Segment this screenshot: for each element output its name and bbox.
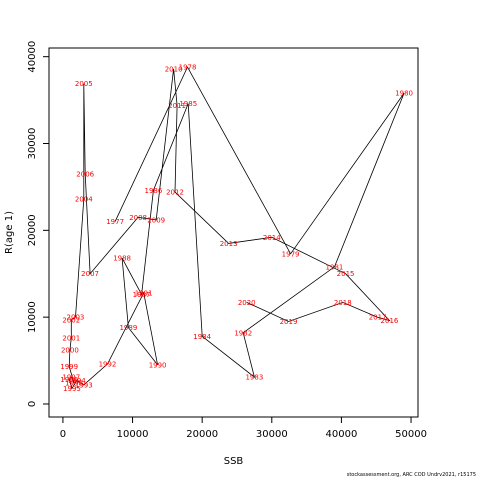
y-axis-label: R(age 1) <box>4 211 15 254</box>
point-label-1991: 1991 <box>135 289 153 297</box>
series-line <box>68 66 405 390</box>
point-label-2000: 2000 <box>61 347 79 355</box>
x-tick-label: 50000 <box>395 429 427 440</box>
point-label-1992: 1992 <box>99 361 117 369</box>
point-label-1977: 1977 <box>106 218 124 226</box>
point-labels: 1977 1978 1979 1980 1981 1982 1983 1984 1985 1986… <box>60 64 413 393</box>
footer-note: stockassessment.org, ARC COD Undrv2021, … <box>346 472 476 478</box>
point-label-1978: 1978 <box>179 64 197 72</box>
point-label-1997: 1997 <box>62 374 80 382</box>
point-label-1988: 1988 <box>113 255 131 263</box>
point-label-1989: 1989 <box>119 324 137 332</box>
x-tick-label: 40000 <box>326 429 358 440</box>
point-label-1990: 1990 <box>149 361 167 369</box>
y-axis: 0 10000 20000 30000 40000 <box>27 41 49 407</box>
point-label-2001: 2001 <box>62 334 80 342</box>
point-label-2016: 2016 <box>381 317 399 325</box>
point-label-2017: 2017 <box>369 314 387 322</box>
point-label-2019: 2019 <box>280 318 298 326</box>
point-label-1980: 1980 <box>395 90 413 98</box>
x-tick-label: 20000 <box>186 429 218 440</box>
point-label-1984: 1984 <box>193 333 211 341</box>
point-label-1981: 1981 <box>326 263 344 271</box>
y-tick-label: 40000 <box>27 41 38 73</box>
point-label-1979: 1979 <box>282 250 300 258</box>
x-axis: 0 10000 20000 30000 40000 50000 <box>60 417 427 440</box>
point-label-1987: 1987 <box>133 291 151 299</box>
y-tick-label: 20000 <box>27 214 38 246</box>
point-label-2013: 2013 <box>220 240 238 248</box>
y-tick-label: 30000 <box>27 128 38 160</box>
point-label-1993: 1993 <box>75 381 93 389</box>
y-tick-label: 0 <box>27 401 38 407</box>
point-label-2011: 2011 <box>168 102 186 110</box>
point-label-1985: 1985 <box>179 100 197 108</box>
point-label-2006: 2006 <box>76 170 94 178</box>
point-label-1983: 1983 <box>245 374 263 382</box>
x-tick-label: 30000 <box>256 429 288 440</box>
point-label-2010: 2010 <box>165 65 183 73</box>
point-label-2020: 2020 <box>238 299 256 307</box>
point-label-2007: 2007 <box>81 270 99 278</box>
point-label-1986: 1986 <box>145 187 163 195</box>
point-label-2002: 2002 <box>62 316 80 324</box>
point-label-1994: 1994 <box>68 377 86 385</box>
x-tick-label: 0 <box>60 429 66 440</box>
point-label-2012: 2012 <box>166 189 184 197</box>
point-label-2015: 2015 <box>337 270 355 278</box>
point-label-2005: 2005 <box>75 80 93 88</box>
plot-frame <box>48 47 419 418</box>
point-label-1999: 1999 <box>60 363 78 371</box>
x-tick-label: 10000 <box>117 429 149 440</box>
point-label-2008: 2008 <box>129 214 147 222</box>
x-axis-label: SSB <box>224 456 244 467</box>
point-label-1996: 1996 <box>60 376 78 384</box>
point-label-2018: 2018 <box>334 299 352 307</box>
point-label-1982: 1982 <box>234 329 252 337</box>
point-label-2014: 2014 <box>263 234 281 242</box>
point-label-2009: 2009 <box>147 216 165 224</box>
point-label-1998: 1998 <box>65 380 83 388</box>
y-tick-label: 10000 <box>27 301 38 333</box>
point-label-2003: 2003 <box>67 314 85 322</box>
point-label-2004: 2004 <box>75 196 93 204</box>
point-label-1995: 1995 <box>63 385 81 393</box>
